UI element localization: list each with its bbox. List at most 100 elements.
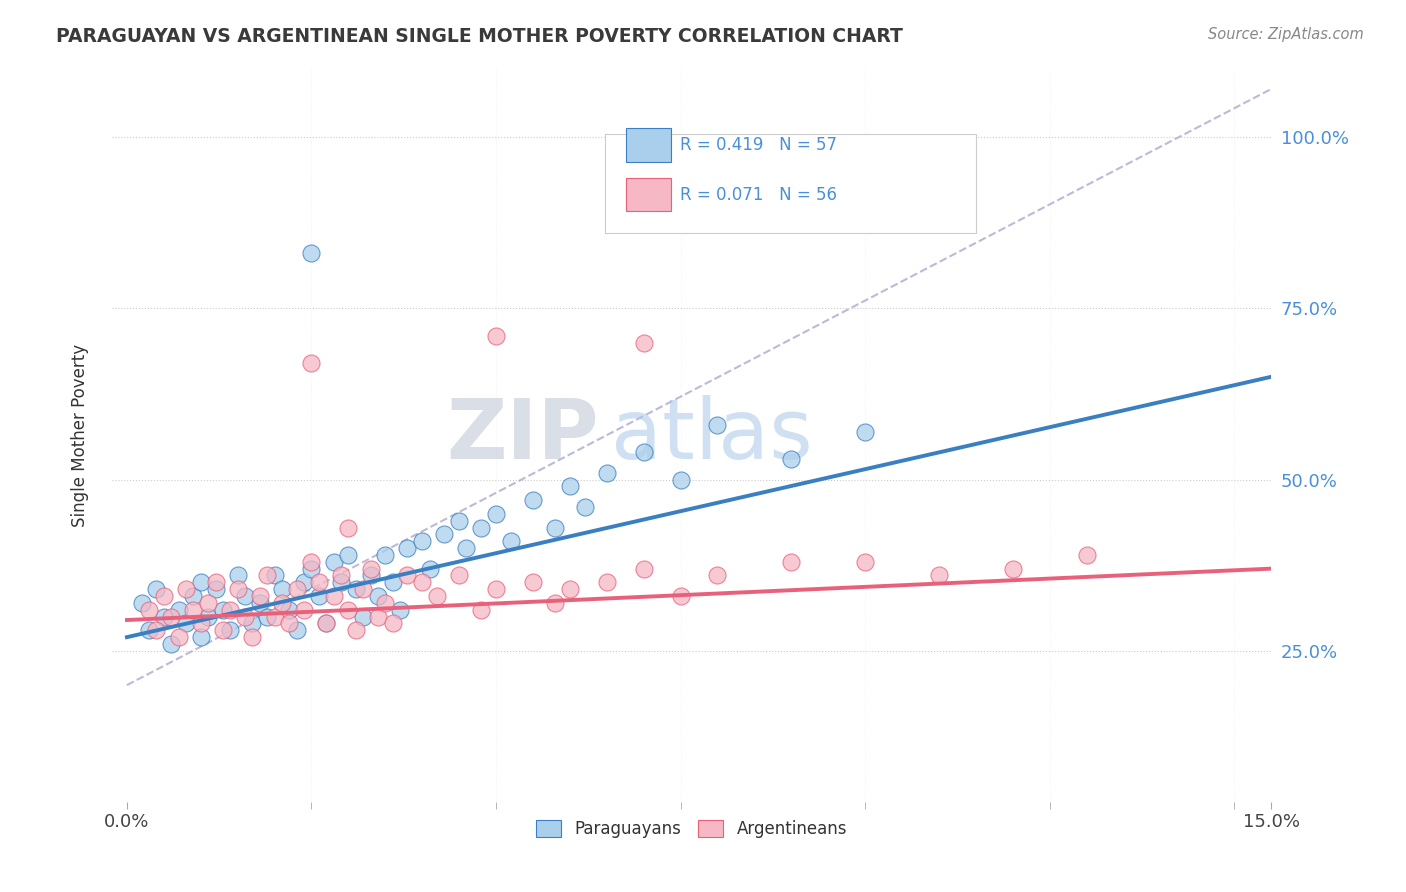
Point (301, 246, 323, 260)
Point (219, 603, 242, 617)
Point (249, 589, 271, 603)
Point (153, 589, 176, 603)
Point (160, 609, 183, 624)
Text: R = 0.419   N = 57: R = 0.419 N = 57 (681, 136, 837, 153)
Point (360, 568, 382, 582)
Point (853, 555, 876, 569)
Point (322, 555, 344, 569)
Point (485, 582, 508, 597)
Point (271, 596, 294, 610)
Point (706, 568, 728, 582)
Point (138, 624, 160, 638)
Point (396, 541, 419, 555)
Point (226, 582, 249, 597)
Point (242, 616, 264, 631)
Point (167, 603, 190, 617)
Point (544, 596, 567, 610)
Point (256, 609, 278, 624)
Y-axis label: Single Mother Poverty: Single Mother Poverty (72, 343, 89, 526)
Point (470, 603, 492, 617)
Point (558, 582, 581, 597)
Point (558, 479, 581, 493)
Point (596, 575, 619, 590)
Point (1076, 548, 1098, 562)
Point (396, 568, 419, 582)
Point (301, 561, 323, 575)
Point (322, 589, 344, 603)
Point (853, 425, 876, 439)
Point (352, 609, 374, 624)
Point (160, 637, 183, 651)
Point (596, 466, 619, 480)
Text: atlas: atlas (610, 394, 813, 475)
Point (633, 445, 655, 459)
Point (780, 452, 803, 467)
Point (233, 609, 256, 624)
Point (183, 603, 205, 617)
Point (352, 582, 374, 597)
Point (315, 616, 337, 631)
Point (522, 493, 544, 508)
Text: Source: ZipAtlas.com: Source: ZipAtlas.com (1208, 27, 1364, 42)
Point (204, 582, 226, 597)
Point (780, 555, 803, 569)
Point (190, 616, 212, 631)
Point (374, 548, 396, 562)
FancyBboxPatch shape (626, 128, 671, 161)
Point (633, 561, 655, 575)
Point (374, 596, 396, 610)
Point (522, 575, 544, 590)
Point (204, 575, 226, 590)
Point (233, 589, 256, 603)
Point (367, 609, 389, 624)
Point (337, 603, 360, 617)
Point (544, 520, 567, 534)
Point (433, 527, 456, 541)
Point (308, 589, 330, 603)
Point (485, 507, 508, 521)
Point (344, 624, 367, 638)
Point (337, 548, 360, 562)
Point (301, 555, 323, 569)
Point (574, 500, 596, 514)
Point (330, 568, 353, 582)
Point (271, 582, 294, 597)
FancyBboxPatch shape (605, 135, 976, 234)
Point (242, 630, 264, 644)
Point (167, 630, 190, 644)
Point (337, 520, 360, 534)
Point (263, 568, 285, 582)
Point (292, 575, 315, 590)
Text: PARAGUAYAN VS ARGENTINEAN SINGLE MOTHER POVERTY CORRELATION CHART: PARAGUAYAN VS ARGENTINEAN SINGLE MOTHER … (56, 27, 903, 45)
Point (145, 582, 167, 597)
Point (285, 582, 308, 597)
Point (419, 561, 441, 575)
Point (389, 603, 412, 617)
Point (449, 568, 471, 582)
Point (212, 603, 235, 617)
Point (219, 624, 242, 638)
Point (212, 624, 235, 638)
Point (183, 589, 205, 603)
Point (190, 630, 212, 644)
Point (411, 575, 433, 590)
Point (197, 596, 219, 610)
Point (381, 616, 404, 631)
Point (360, 561, 382, 575)
Point (292, 603, 315, 617)
Point (928, 568, 950, 582)
Point (278, 616, 301, 631)
Point (411, 534, 433, 549)
Point (381, 575, 404, 590)
Point (256, 568, 278, 582)
Legend: Paraguayans, Argentineans: Paraguayans, Argentineans (530, 813, 853, 845)
Point (330, 575, 353, 590)
Point (301, 356, 323, 370)
Point (190, 575, 212, 590)
Point (285, 624, 308, 638)
Point (470, 520, 492, 534)
Point (669, 589, 692, 603)
Point (456, 541, 478, 555)
Point (499, 534, 522, 549)
Point (249, 596, 271, 610)
